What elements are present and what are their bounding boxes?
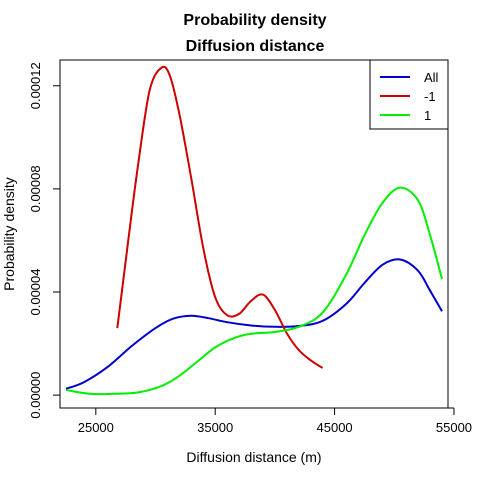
y-axis: 0.00000 0.00004 0.00008 0.00012 [28,62,61,419]
x-tick-label: 25000 [78,420,114,435]
series-line-2 [65,186,443,396]
legend-label: -1 [424,89,436,104]
series-line-0 [65,258,443,390]
legend-box [369,59,449,130]
x-tick-label: 45000 [317,420,353,435]
series-lines [65,65,443,396]
legend-label: All [424,70,439,85]
series-line-1 [116,65,324,369]
y-tick-label: 0.00008 [28,165,43,212]
legend-label: 1 [424,108,431,123]
y-axis-label: Probability density [1,177,17,291]
chart-title: Probability density [183,12,326,29]
x-tick-label: 55000 [436,420,472,435]
x-axis-label: Diffusion distance (m) [186,449,321,465]
y-tick-label: 0.00004 [28,269,43,316]
x-tick-label: 35000 [197,420,233,435]
y-tick-label: 0.00000 [28,372,43,419]
legend: All -1 1 [369,59,449,130]
x-axis: 25000 35000 45000 55000 [78,407,472,435]
y-tick-label: 0.00012 [28,62,43,109]
chart-subtitle: Diffusion distance [186,38,325,55]
